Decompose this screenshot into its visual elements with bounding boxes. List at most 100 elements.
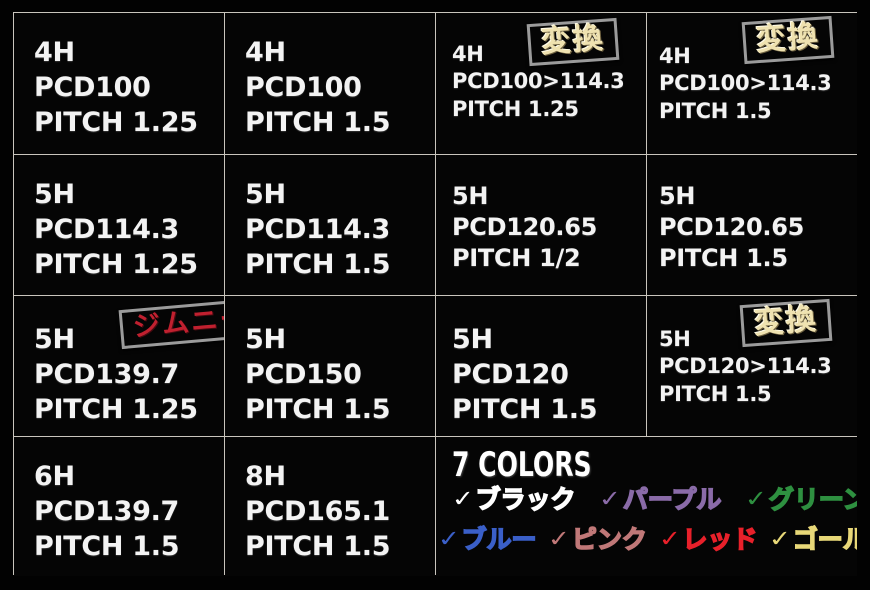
color-label: ピンク xyxy=(571,525,648,554)
spec-pitch: PITCH 1/2 xyxy=(452,244,581,273)
grid-vline-3 xyxy=(646,13,647,574)
check-icon: ✓ xyxy=(743,485,770,513)
spec-text: 5H PCD120>114.3 PITCH 1.5 xyxy=(659,326,832,408)
spec-pcd: PCD100>114.3 xyxy=(452,69,625,94)
spec-cell[interactable]: 5H PCD120 PITCH 1.5 xyxy=(436,296,646,436)
check-icon: ✓ xyxy=(657,525,683,553)
spec-pitch: PITCH 1.5 xyxy=(245,107,391,139)
spec-cell[interactable]: 6H PCD139.7 PITCH 1.5 xyxy=(14,437,224,576)
colors-panel-title: 7 COLORS xyxy=(452,445,592,485)
colors-panel: 7 COLORS ✓ ブラック ✓ パープル ✓ グリーン ✓ ブル xyxy=(436,437,857,576)
check-icon: ✓ xyxy=(450,485,476,513)
spec-holes: 5H xyxy=(34,324,75,355)
color-label: ゴールド xyxy=(792,525,857,554)
spec-pcd: PCD114.3 xyxy=(245,214,391,246)
spec-text: 6H PCD139.7 PITCH 1.5 xyxy=(34,459,180,564)
check-icon: ✓ xyxy=(767,525,794,553)
spec-text: 5H PCD150 PITCH 1.5 xyxy=(245,322,391,427)
color-option-black[interactable]: ✓ ブラック xyxy=(450,485,577,514)
spec-text: 5H PCD120 PITCH 1.5 xyxy=(452,322,598,427)
spec-pcd: PCD139.7 xyxy=(34,359,180,391)
check-icon: ✓ xyxy=(436,525,462,553)
color-option-pink[interactable]: ✓ ピンク xyxy=(547,525,648,554)
spec-cell[interactable]: 4H PCD100 PITCH 1.5 xyxy=(225,13,435,154)
spec-text: 4H PCD100>114.3 PITCH 1.5 xyxy=(659,43,832,125)
spec-holes: 8H xyxy=(245,461,286,492)
spec-pcd: PCD100>114.3 xyxy=(659,71,832,96)
color-label: グリーン xyxy=(768,485,857,514)
grid-hline-2 xyxy=(14,295,856,296)
spec-pcd: PCD150 xyxy=(245,359,362,391)
spec-pcd: PCD100 xyxy=(34,72,151,104)
grid-vline-1 xyxy=(224,13,225,574)
spec-text: 5H PCD139.7 PITCH 1.25 xyxy=(34,322,198,427)
spec-pitch: PITCH 1.5 xyxy=(659,244,788,273)
spec-text: 5H PCD120.65 PITCH 1.5 xyxy=(659,181,804,275)
spec-pcd: PCD120.65 xyxy=(659,213,805,242)
grid-vline-2 xyxy=(435,13,436,574)
spec-pitch: PITCH 1.25 xyxy=(452,96,579,121)
spec-cell[interactable]: ジムニー 5H PCD139.7 PITCH 1.25 xyxy=(14,296,224,436)
spec-cell[interactable]: 変換 5H PCD120>114.3 PITCH 1.5 xyxy=(647,296,857,436)
color-label: ブルー xyxy=(461,525,538,554)
color-label: パープル xyxy=(622,485,722,514)
spec-holes: 5H xyxy=(245,324,286,355)
spec-holes: 5H xyxy=(452,324,493,355)
spec-cell[interactable]: 5H PCD120.65 PITCH 1.5 xyxy=(647,155,857,295)
spec-pcd: PCD100 xyxy=(245,72,362,104)
spec-holes: 6H xyxy=(34,461,75,492)
spec-holes: 5H xyxy=(659,182,696,210)
colors-row-bottom: ✓ ブルー ✓ ピンク ✓ レッド ✓ ゴールド xyxy=(436,525,857,554)
grid-hline-3 xyxy=(14,436,856,437)
color-label: レッド xyxy=(682,525,759,554)
spec-pcd: PCD120.65 xyxy=(452,213,598,242)
spec-holes: 5H xyxy=(34,179,75,210)
check-icon: ✓ xyxy=(598,485,624,513)
spec-holes: 5H xyxy=(245,179,286,210)
spec-cell[interactable]: 変換 4H PCD100>114.3 PITCH 1.25 xyxy=(436,13,646,154)
color-label: ブラック xyxy=(475,485,577,514)
spec-pcd: PCD114.3 xyxy=(34,214,180,246)
color-option-purple[interactable]: ✓ パープル xyxy=(598,485,722,514)
spec-pcd: PCD165.1 xyxy=(245,496,391,528)
spec-cell[interactable]: 4H PCD100 PITCH 1.25 xyxy=(14,13,224,154)
spec-cell[interactable]: 5H PCD120.65 PITCH 1/2 xyxy=(436,155,646,295)
spec-cell[interactable]: 5H PCD150 PITCH 1.5 xyxy=(225,296,435,436)
spec-text: 8H PCD165.1 PITCH 1.5 xyxy=(245,459,391,564)
spec-text: 4H PCD100>114.3 PITCH 1.25 xyxy=(452,41,625,123)
spec-cell[interactable]: 5H PCD114.3 PITCH 1.25 xyxy=(14,155,224,295)
spec-pitch: PITCH 1.5 xyxy=(245,394,391,426)
spec-pitch: PITCH 1.5 xyxy=(245,249,391,281)
spec-pitch: PITCH 1.5 xyxy=(34,531,180,563)
spec-holes: 4H xyxy=(452,42,484,66)
spec-pitch: PITCH 1.25 xyxy=(34,249,198,281)
colors-row-top: ✓ ブラック ✓ パープル ✓ グリーン xyxy=(450,485,857,514)
color-option-green[interactable]: ✓ グリーン xyxy=(743,485,857,514)
spec-text: 4H PCD100 PITCH 1.25 xyxy=(34,35,198,140)
spec-grid: 4H PCD100 PITCH 1.25 4H PCD100 PITCH 1.5… xyxy=(13,12,857,576)
spec-pitch: PITCH 1.25 xyxy=(34,107,198,139)
grid-hline-1 xyxy=(14,154,856,155)
spec-pitch: PITCH 1.5 xyxy=(659,98,772,123)
spec-holes: 4H xyxy=(659,44,691,68)
spec-holes: 4H xyxy=(245,37,286,68)
spec-text: 5H PCD114.3 PITCH 1.25 xyxy=(34,177,198,282)
spec-text: 5H PCD120.65 PITCH 1/2 xyxy=(452,181,597,275)
color-option-red[interactable]: ✓ レッド xyxy=(657,525,759,554)
spec-pitch: PITCH 1.5 xyxy=(452,394,598,426)
spec-cell[interactable]: 8H PCD165.1 PITCH 1.5 xyxy=(225,437,435,576)
spec-cell[interactable]: 変換 4H PCD100>114.3 PITCH 1.5 xyxy=(647,13,857,154)
spec-holes: 5H xyxy=(659,327,691,351)
spec-pitch: PITCH 1.5 xyxy=(659,381,772,406)
color-option-blue[interactable]: ✓ ブルー xyxy=(436,525,538,554)
spec-holes: 5H xyxy=(452,182,489,210)
spec-holes: 4H xyxy=(34,37,75,68)
spec-pitch: PITCH 1.25 xyxy=(34,394,198,426)
spec-pitch: PITCH 1.5 xyxy=(245,531,391,563)
spec-cell[interactable]: 5H PCD114.3 PITCH 1.5 xyxy=(225,155,435,295)
spec-pcd: PCD120>114.3 xyxy=(659,354,832,379)
spec-text: 5H PCD114.3 PITCH 1.5 xyxy=(245,177,391,282)
spec-pcd: PCD139.7 xyxy=(34,496,180,528)
color-option-gold[interactable]: ✓ ゴールド xyxy=(767,525,857,554)
